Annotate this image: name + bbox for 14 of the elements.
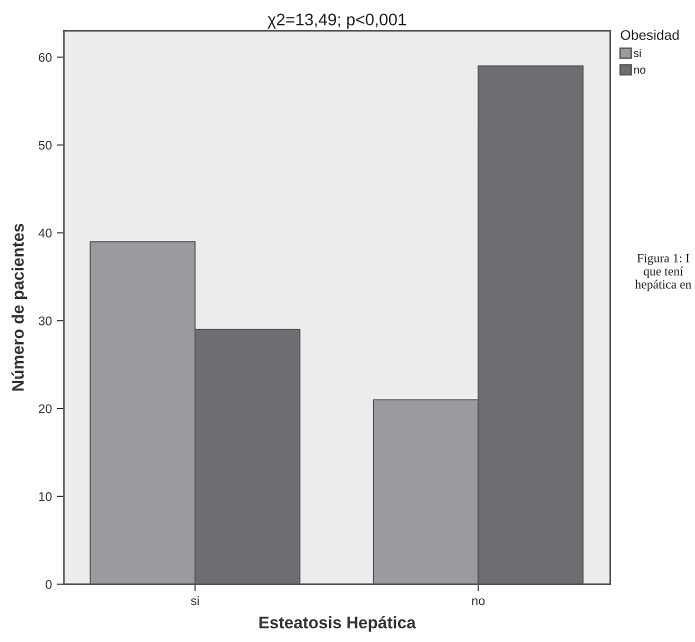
y-tick-label: 40 [38, 228, 52, 238]
legend-label: si [634, 48, 641, 58]
text: Figura 1: I que tení hepática en [635, 254, 692, 292]
x-axis-title: Esteatosis Hepática [259, 616, 416, 632]
y-tick-label: 30 [38, 316, 52, 326]
y-tick-label: 0 [46, 580, 52, 589]
y-tick-label: 20 [38, 404, 52, 414]
y-axis-title: Número de pacientes [11, 224, 28, 391]
legend-title: Obesidad [620, 30, 679, 40]
y-tick-label: 10 [39, 492, 52, 502]
y-tick-label: 50 [38, 140, 52, 150]
legend-label: no [634, 68, 646, 74]
y-tick-label: 60 [38, 52, 52, 62]
chart-title: χ2=13,49; p<0,001 [268, 14, 406, 29]
